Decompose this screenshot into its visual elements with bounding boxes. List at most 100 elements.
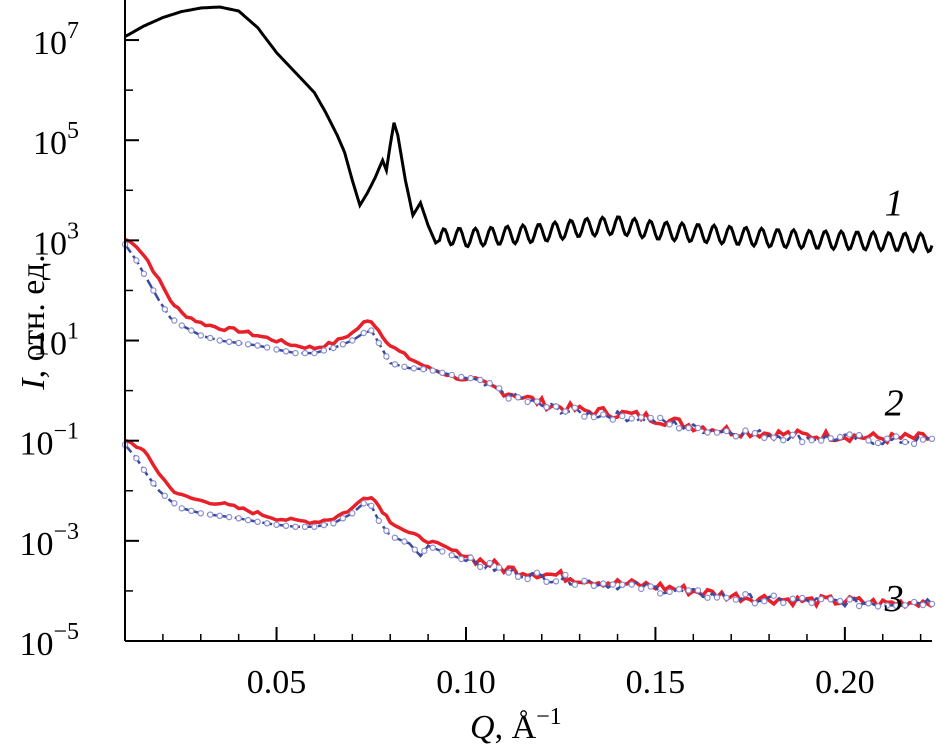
fit-marker [884, 435, 891, 442]
fit-marker [375, 517, 382, 525]
fit-marker [514, 573, 522, 581]
fit-marker [533, 569, 541, 577]
y-axis-unit: , отн. ед. [15, 254, 52, 378]
fit-marker [339, 515, 347, 522]
fit-marker [893, 433, 900, 440]
fit-marker [150, 287, 157, 294]
fit-marker [836, 597, 844, 605]
fit-marker [311, 523, 318, 531]
fit-marker [694, 587, 702, 594]
fit-marker [742, 591, 749, 598]
fit-marker [910, 598, 918, 606]
fit-marker [818, 437, 825, 444]
fit-marker [723, 594, 730, 602]
fit-marker [188, 507, 195, 514]
fit-marker [330, 520, 337, 527]
curve-label-1: 1 [885, 182, 904, 224]
fit-marker [410, 365, 418, 372]
fit-marker [581, 577, 588, 585]
fit-marker [411, 546, 418, 553]
fit-marker [761, 598, 768, 605]
fit-marker [178, 322, 185, 329]
fit-marker [429, 367, 436, 374]
fit-marker [874, 603, 882, 610]
y-tick-label: 105 [33, 118, 79, 162]
series-black-line [124, 5, 934, 254]
fit-marker [273, 521, 280, 529]
fit-marker [865, 600, 872, 607]
fit-marker [770, 434, 778, 441]
fit-marker [263, 344, 271, 351]
fit-marker [140, 466, 148, 474]
fit-marker [320, 347, 328, 354]
fit-marker [495, 385, 503, 392]
fit-marker [846, 596, 853, 603]
x-tick-label: 0.20 [815, 664, 875, 701]
y-axis-symbol: I [15, 377, 52, 391]
fit-marker [704, 429, 711, 436]
fit-marker [928, 600, 936, 608]
y-tick-label: 103 [33, 218, 79, 262]
fit-marker [780, 599, 787, 607]
series-layer [121, 5, 936, 610]
fit-marker [704, 594, 711, 601]
fit-marker [330, 344, 337, 352]
fit-marker [467, 554, 474, 562]
fit-marker [543, 403, 550, 411]
fit-marker [254, 518, 261, 526]
series-blue-fit-3 [121, 441, 936, 610]
fit-marker [360, 500, 367, 507]
fit-marker [301, 523, 309, 531]
fit-marker [178, 505, 185, 512]
fit-marker [893, 602, 900, 610]
fit-marker [732, 596, 740, 603]
fit-marker [666, 421, 673, 428]
fit-marker [562, 408, 569, 415]
fit-marker [552, 403, 560, 410]
fit-marker [789, 595, 797, 602]
fit-marker [368, 327, 375, 334]
fit-marker [590, 413, 598, 421]
fit-marker [349, 337, 356, 344]
fit-marker [685, 587, 692, 594]
curve-labels-layer: 1 2 3 [884, 182, 904, 620]
fit-marker [713, 429, 721, 436]
fit-marker [770, 592, 778, 599]
fit-marker [647, 583, 654, 590]
fit-marker [808, 599, 815, 607]
fit-marker [448, 552, 455, 559]
fit-marker [161, 306, 168, 313]
fit-marker [901, 602, 909, 609]
fit-marker [235, 339, 242, 347]
fit-marker [901, 438, 909, 446]
fit-marker [600, 411, 607, 418]
fit-marker [439, 369, 446, 376]
fit-marker [713, 594, 721, 601]
curve-1-line [124, 5, 934, 254]
fit-marker [799, 594, 806, 602]
fit-marker [780, 437, 787, 444]
fit-marker [761, 434, 768, 442]
fit-marker [562, 571, 569, 579]
fit-marker [732, 433, 740, 440]
fit-marker [514, 394, 522, 401]
labels-layer: Q, Å−1 I, отн. ед. [15, 254, 562, 746]
x-axis-label: Q, Å−1 [470, 704, 562, 746]
fit-marker [292, 349, 299, 357]
fit-marker [910, 440, 918, 447]
fit-marker [401, 538, 408, 545]
fit-marker [292, 523, 299, 531]
series-red-line-2 [124, 237, 933, 446]
fit-marker [675, 425, 683, 432]
fit-marker [197, 332, 204, 339]
fit-marker [827, 435, 834, 442]
experimental-line [124, 237, 933, 446]
fit-marker [600, 580, 607, 587]
fit-marker [919, 601, 927, 609]
y-tick-label: 10−1 [19, 419, 79, 463]
fit-marker [486, 559, 493, 567]
x-tick-label: 0.05 [247, 664, 307, 701]
fit-marker [533, 398, 541, 405]
x-axis-symbol: Q [470, 709, 495, 746]
fit-marker [619, 581, 626, 589]
